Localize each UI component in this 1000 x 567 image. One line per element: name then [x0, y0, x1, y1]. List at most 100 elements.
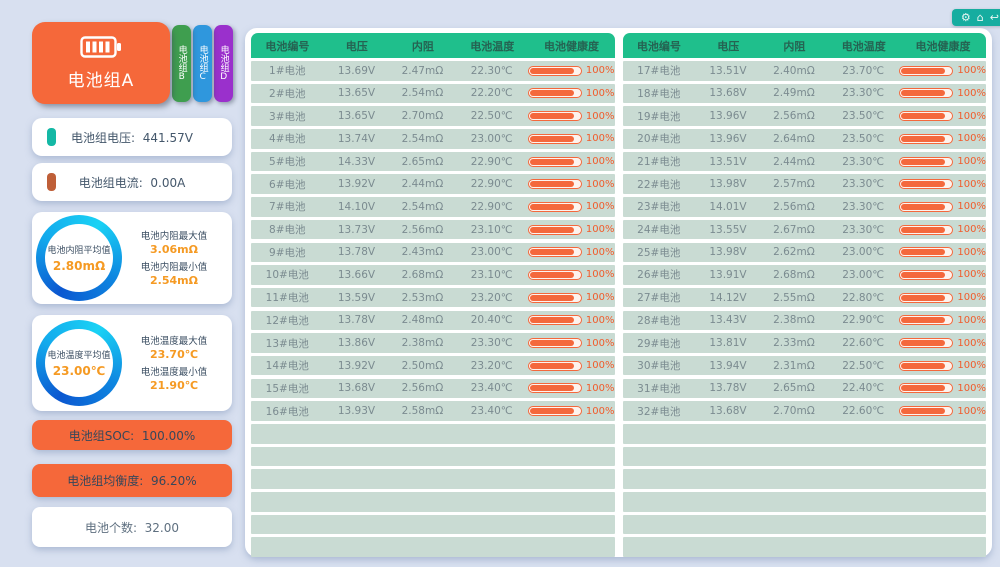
health-cell: 100%	[527, 201, 615, 213]
settings-icon[interactable]: ⚙	[960, 11, 971, 24]
health-bar	[527, 338, 582, 348]
capsule-icon	[47, 128, 56, 146]
resistance-cell: 2.62mΩ	[773, 246, 815, 259]
empty-table-row	[251, 424, 615, 444]
resistance-cell: 2.57mΩ	[773, 178, 815, 191]
temperature-cell: 23.50℃	[842, 132, 885, 145]
table-body-left: 1#电池 13.69V 2.47mΩ 22.30℃ 100% 2#电池 13.65V 2.54…	[251, 61, 615, 560]
table-header: 电池编号 电压 内阻 电池温度 电池健康度	[251, 33, 615, 58]
voltage-cell: 13.68V	[709, 405, 747, 418]
health-percent: 100%	[957, 201, 986, 213]
health-cell: 100%	[899, 156, 986, 167]
health-percent: 100%	[957, 178, 986, 190]
temperature-cell: 22.90℃	[470, 178, 513, 191]
resistance-cell: 2.40mΩ	[773, 64, 815, 77]
temperature-cell: 22.40℃	[842, 382, 885, 395]
table-row: 14#电池 13.92V 2.50mΩ 23.20℃ 100%	[251, 355, 615, 376]
temperature-cell: 22.50℃	[470, 110, 513, 123]
empty-table-row	[251, 469, 615, 489]
table-row: 18#电池 13.68V 2.49mΩ 23.30℃ 100%	[622, 83, 986, 104]
temperature-cell: 23.20℃	[470, 359, 513, 372]
health-cell: 100%	[899, 247, 986, 258]
temperature-cell: 23.20℃	[470, 291, 513, 304]
voltage-cell: 13.51V	[709, 64, 747, 77]
health-percent: 100%	[957, 87, 986, 99]
empty-table-row	[251, 537, 615, 557]
pack-soc-label: 电池组SOC:	[68, 428, 135, 443]
health-cell: 100%	[899, 315, 986, 326]
voltage-cell: 13.78V	[337, 314, 376, 327]
health-cell: 100%	[899, 383, 986, 394]
table-row: 31#电池 13.78V 2.65mΩ 22.40℃ 100%	[622, 378, 986, 399]
temperature-cell: 23.00℃	[842, 246, 885, 259]
tab-pack-a-active[interactable]: 电池组A	[32, 22, 170, 104]
health-cell: 100%	[899, 133, 986, 144]
tab-pack-d[interactable]: 电池组D	[214, 25, 233, 102]
voltage-cell: 13.98V	[709, 178, 747, 191]
resistance-cell: 2.31mΩ	[773, 359, 815, 372]
pack-soc-card: 电池组SOC: 100.00%	[32, 420, 232, 450]
health-bar	[899, 201, 954, 212]
back-icon[interactable]: ↩	[989, 11, 999, 24]
temperature-gauge-card: 电池温度平均值 23.00℃ 电池温度最大值 23.70℃ 电池温度最小值 21…	[32, 315, 232, 411]
health-percent: 100%	[585, 156, 615, 167]
health-bar	[899, 156, 954, 167]
tab-pack-b[interactable]: 电池组B	[172, 25, 191, 102]
empty-table-row	[622, 492, 986, 512]
voltage-cell: 13.73V	[337, 223, 376, 236]
health-percent: 100%	[585, 110, 615, 122]
health-cell: 100%	[527, 110, 615, 122]
resistance-avg-label: 电池内阻平均值	[47, 246, 111, 256]
health-cell: 100%	[527, 338, 615, 349]
temperature-cell: 23.00℃	[470, 132, 513, 145]
health-bar	[899, 338, 954, 348]
voltage-cell: 13.94V	[709, 359, 747, 372]
health-cell: 100%	[527, 383, 615, 394]
tab-pack-c[interactable]: 电池组C	[193, 25, 212, 102]
voltage-cell: 13.68V	[709, 87, 747, 100]
resistance-cell: 2.65mΩ	[401, 155, 444, 168]
header-voltage: 电压	[345, 39, 368, 53]
voltage-cell: 13.78V	[337, 246, 376, 259]
health-bar	[899, 133, 954, 144]
health-cell: 100%	[527, 246, 615, 258]
resistance-cell: 2.58mΩ	[401, 405, 444, 418]
battery-id-cell: 9#电池	[269, 246, 306, 259]
battery-tables-panel: 电池编号 电压 内阻 电池温度 电池健康度 1#电池 13.69V 2.47mΩ 22…	[245, 28, 992, 557]
resistance-cell: 2.54mΩ	[401, 132, 444, 145]
voltage-cell: 13.78V	[709, 382, 747, 395]
voltage-cell: 13.96V	[709, 132, 747, 145]
battery-id-cell: 15#电池	[265, 382, 309, 395]
health-cell: 100%	[899, 224, 986, 235]
voltage-cell: 13.91V	[709, 268, 747, 281]
temperature-cell: 22.20℃	[470, 87, 513, 100]
battery-count-card: 电池个数: 32.00	[32, 507, 232, 547]
voltage-cell: 14.33V	[337, 155, 376, 168]
battery-table-right: 电池编号 电压 内阻 电池温度 电池健康度 17#电池 13.51V 2.40mΩ 2…	[622, 33, 986, 557]
health-cell: 100%	[527, 156, 615, 167]
health-bar	[899, 111, 954, 122]
table-row: 19#电池 13.96V 2.56mΩ 23.50℃ 100%	[622, 106, 986, 126]
empty-table-row	[251, 446, 615, 467]
temperature-cell: 23.70℃	[842, 64, 885, 77]
empty-table-row	[251, 492, 615, 512]
temperature-cell: 22.80℃	[842, 291, 885, 304]
resistance-cell: 2.68mΩ	[401, 268, 444, 281]
temperature-cell: 23.00℃	[842, 268, 885, 281]
voltage-cell: 13.96V	[709, 110, 747, 123]
health-percent: 100%	[585, 246, 615, 258]
header-temperature: 电池温度	[470, 39, 515, 53]
health-percent: 100%	[585, 201, 615, 213]
resistance-cell: 2.56mΩ	[401, 382, 444, 395]
table-header: 电池编号 电压 内阻 电池温度 电池健康度	[622, 33, 986, 58]
table-row: 21#电池 13.51V 2.44mΩ 23.30℃ 100%	[622, 151, 986, 172]
battery-id-cell: 6#电池	[269, 178, 306, 191]
health-percent: 100%	[957, 224, 986, 236]
resistance-max-label: 电池内阻最大值	[140, 230, 208, 242]
temperature-cell: 23.10℃	[470, 268, 513, 281]
capsule-icon	[47, 173, 56, 191]
home-icon[interactable]: ⌂	[976, 11, 984, 24]
battery-id-cell: 16#电池	[265, 405, 309, 418]
health-cell: 100%	[899, 292, 986, 303]
health-bar	[527, 179, 582, 190]
